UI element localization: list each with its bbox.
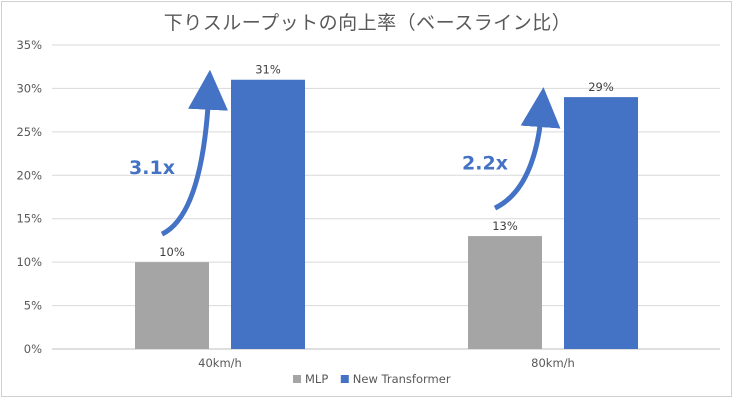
y-tick-label: 25% xyxy=(16,125,42,139)
y-tick-label: 20% xyxy=(16,168,42,182)
y-axis-ticks: 0% 5% 10% 15% 20% 25% 30% 35% xyxy=(16,38,42,356)
chart-title: 下りスループットの向上率（ベースライン比） xyxy=(163,12,572,34)
data-label: 13% xyxy=(492,219,518,233)
data-label: 10% xyxy=(159,245,185,259)
multiplier-label: 2.2x xyxy=(462,153,508,175)
data-label: 31% xyxy=(255,63,281,77)
data-labels: 10% 31% 13% 29% xyxy=(159,63,614,259)
annotations: 3.1x 2.2x xyxy=(129,69,561,237)
legend-swatch xyxy=(340,375,349,383)
y-tick-label: 0% xyxy=(24,342,42,356)
bar-mlp-40km-h xyxy=(135,262,209,349)
bars xyxy=(135,79,638,349)
bar-new-transformer-40km-h xyxy=(231,79,305,349)
x-tick-label: 40km/h xyxy=(198,356,242,370)
legend-label: MLP xyxy=(305,372,328,386)
y-tick-label: 10% xyxy=(16,255,42,269)
bar-new-transformer-80km-h xyxy=(564,97,638,349)
x-tick-label: 80km/h xyxy=(531,356,575,370)
data-label: 29% xyxy=(588,80,614,94)
legend-label: New Transformer xyxy=(353,372,451,386)
multiplier-label: 3.1x xyxy=(129,157,175,179)
y-tick-label: 35% xyxy=(16,38,42,52)
legend-swatch xyxy=(293,375,301,383)
bar-mlp-80km-h xyxy=(468,236,542,349)
y-tick-label: 5% xyxy=(24,299,42,313)
growth-arrow xyxy=(160,69,229,237)
x-axis-ticks: 40km/h 80km/h xyxy=(198,356,575,370)
legend: MLP New Transformer xyxy=(293,372,451,386)
y-tick-label: 15% xyxy=(16,212,42,226)
growth-arrow xyxy=(493,87,561,211)
y-tick-label: 30% xyxy=(16,81,42,95)
